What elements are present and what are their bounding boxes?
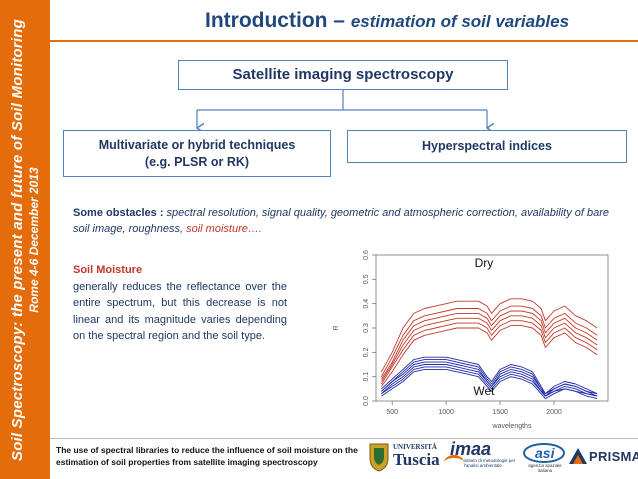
dry-annotation: Dry <box>475 256 494 270</box>
asi-logo: asi agenzia spaziale italiana <box>522 441 566 473</box>
x-tick-label: 1000 <box>438 409 454 416</box>
svg-text:asi: asi <box>535 445 556 461</box>
prisma-emblem <box>569 448 587 464</box>
title-main: Introduction – <box>205 9 351 32</box>
dry-spectrum-line <box>381 310 598 380</box>
diagram-connectors <box>0 90 638 200</box>
y-tick-label: 0.5 <box>363 274 370 284</box>
x-axis-label: wavelengths <box>492 423 532 430</box>
satellite-spectroscopy-box: Satellite imaging spectroscopy <box>178 60 508 90</box>
y-tick-label: 0.2 <box>363 347 370 357</box>
wet-spectrum-line <box>381 364 598 397</box>
wet-annotation: Wet <box>473 384 495 398</box>
x-tick-label: 1500 <box>492 409 508 416</box>
soil-moisture-heading: Soil Moisture <box>73 264 143 276</box>
reflectance-chart: 0.0 0.1 0.2 0.3 0.4 0.5 0.6 500 1000 1500 2000 Rwav… <box>333 250 609 430</box>
y-tick-label: 0.4 <box>363 299 370 309</box>
tuscia-crest-logo <box>369 443 389 472</box>
multivariate-line2: (e.g. PLSR or RK) <box>144 155 250 169</box>
obstacles-lead: Some obstacles : <box>73 207 167 219</box>
page-title: Introduction – estimation of soil variab… <box>205 9 569 33</box>
dry-spectrum-line <box>381 320 598 385</box>
asi-subtext: agenzia spaziale italiana <box>528 463 562 473</box>
title-subtitle: estimation of soil variables <box>350 12 570 31</box>
obstacles-text: spectral resolution, signal quality, geo… <box>73 207 610 235</box>
y-tick-label: 0.0 <box>363 396 370 406</box>
imaa-logo: imaa istituto di metodologie per l'anali… <box>444 439 516 473</box>
dry-spectrum-line <box>381 298 598 373</box>
x-tick-label: 500 <box>386 409 398 416</box>
multivariate-line1: Multivariate or hybrid techniques <box>98 138 296 152</box>
tuscia-small-text: UNIVERSITÀ <box>393 443 437 451</box>
plot-frame <box>375 254 609 402</box>
dry-spectrum-line <box>381 325 598 387</box>
dry-spectrum-line <box>381 315 598 382</box>
hyperspectral-indices-box: Hyperspectral indices <box>347 130 627 163</box>
dry-spectrum-line <box>381 305 598 377</box>
tuscia-logo: UNIVERSITÀ Tuscia <box>393 443 440 469</box>
title-divider <box>50 40 638 42</box>
tuscia-big-text: Tuscia <box>393 450 440 469</box>
footer-caption: The use of spectral libraries to reduce … <box>56 445 358 467</box>
imaa-subtext: istituto di metodologie per l'analisi am… <box>464 458 516 468</box>
multivariate-techniques-box: Multivariate or hybrid techniques (e.g. … <box>63 130 331 177</box>
x-tick-label: 2000 <box>546 409 562 416</box>
y-axis-label: R <box>333 325 340 330</box>
wet-spectrum-line <box>381 368 598 400</box>
soil-moisture-paragraph: Soil Moisture generally reduces the refl… <box>73 262 287 345</box>
wet-spectrum-line <box>381 356 598 395</box>
prisma-text: PRISMA <box>589 449 638 464</box>
y-tick-label: 0.3 <box>363 323 370 333</box>
imaa-swoosh <box>444 455 464 470</box>
y-tick-label: 0.6 <box>363 250 370 260</box>
wet-spectrum-line <box>381 366 598 397</box>
asi-emblem: asi <box>523 443 565 463</box>
obstacles-paragraph: Some obstacles : spectral resolution, si… <box>73 205 613 237</box>
prisma-logo: PRISMA <box>567 444 638 470</box>
imaa-text: imaa <box>450 439 492 459</box>
sidebar-band: Soil Spectroscopy: the present and futur… <box>0 0 50 479</box>
footer-divider <box>50 438 638 439</box>
soil-moisture-body: generally reduces the reflectance over t… <box>73 280 287 343</box>
y-tick-label: 0.1 <box>363 372 370 382</box>
obstacles-highlight: soil moisture…. <box>186 223 262 235</box>
